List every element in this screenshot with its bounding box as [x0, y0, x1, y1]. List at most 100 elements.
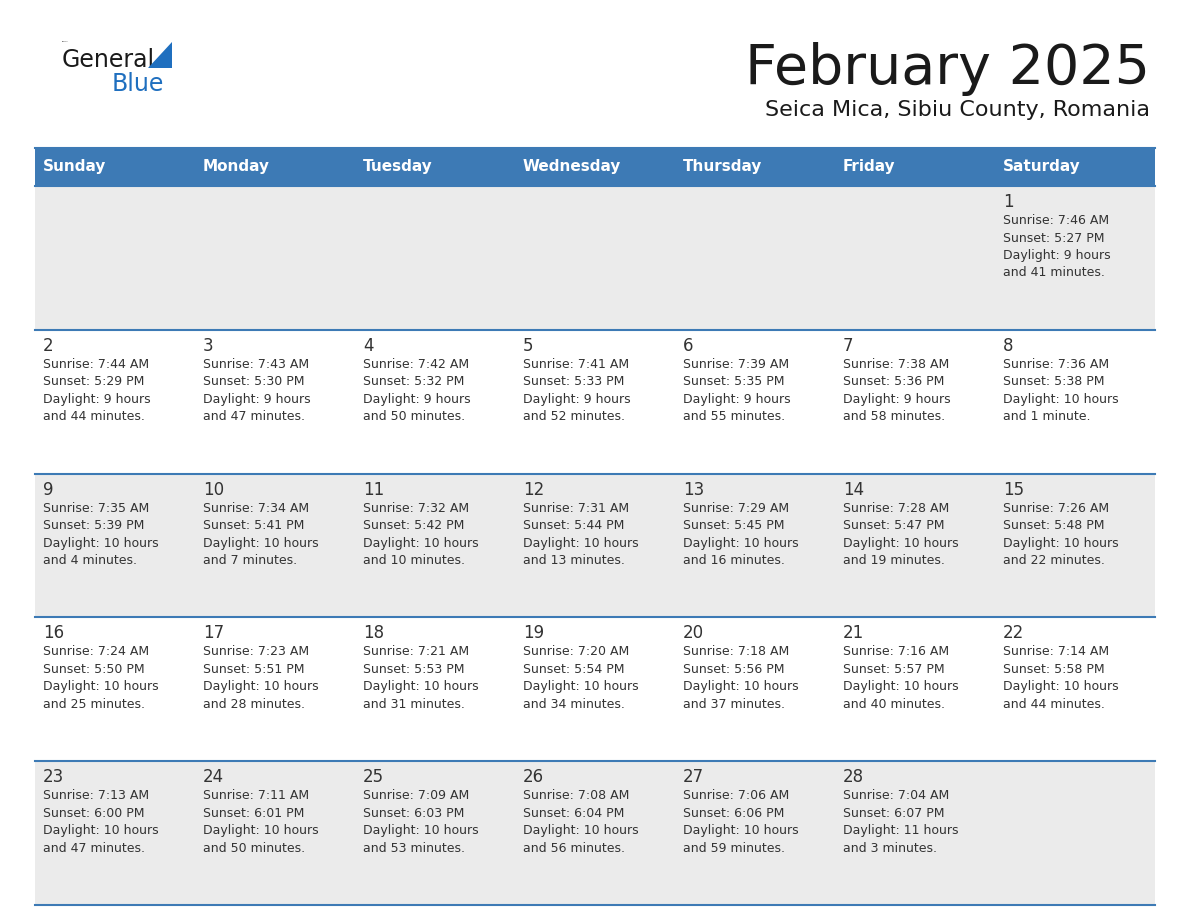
Text: Daylight: 10 hours: Daylight: 10 hours	[43, 680, 159, 693]
Bar	[516, 186, 675, 330]
Text: 19: 19	[523, 624, 544, 643]
Text: and 59 minutes.: and 59 minutes.	[683, 842, 785, 855]
Text: Daylight: 10 hours: Daylight: 10 hours	[364, 824, 479, 837]
Text: Daylight: 10 hours: Daylight: 10 hours	[203, 680, 318, 693]
Text: and 58 minutes.: and 58 minutes.	[843, 410, 946, 423]
Text: Daylight: 9 hours: Daylight: 9 hours	[1003, 249, 1111, 262]
Text: Daylight: 9 hours: Daylight: 9 hours	[843, 393, 950, 406]
Text: and 25 minutes.: and 25 minutes.	[43, 698, 145, 711]
Text: Sunset: 5:51 PM: Sunset: 5:51 PM	[203, 663, 304, 676]
Text: 11: 11	[364, 481, 384, 498]
Text: Sunset: 5:38 PM: Sunset: 5:38 PM	[1003, 375, 1105, 388]
Bar	[355, 330, 516, 474]
Text: and 52 minutes.: and 52 minutes.	[523, 410, 625, 423]
Text: Sunset: 5:54 PM: Sunset: 5:54 PM	[523, 663, 625, 676]
Bar	[835, 474, 996, 618]
Text: Sunset: 5:30 PM: Sunset: 5:30 PM	[203, 375, 304, 388]
Bar	[34, 330, 195, 474]
Text: 12: 12	[523, 481, 544, 498]
Bar	[996, 186, 1155, 330]
Text: 15: 15	[1003, 481, 1024, 498]
Text: Daylight: 10 hours: Daylight: 10 hours	[43, 537, 159, 550]
Text: Sunrise: 7:21 AM: Sunrise: 7:21 AM	[364, 645, 469, 658]
Text: Sunset: 5:33 PM: Sunset: 5:33 PM	[523, 375, 625, 388]
Text: Daylight: 10 hours: Daylight: 10 hours	[523, 537, 639, 550]
Text: Sunset: 6:00 PM: Sunset: 6:00 PM	[43, 807, 145, 820]
Text: Sunset: 5:32 PM: Sunset: 5:32 PM	[364, 375, 465, 388]
Text: and 50 minutes.: and 50 minutes.	[203, 842, 305, 855]
Text: Sunrise: 7:16 AM: Sunrise: 7:16 AM	[843, 645, 949, 658]
Text: Sunrise: 7:34 AM: Sunrise: 7:34 AM	[203, 501, 309, 515]
Bar	[675, 761, 835, 905]
Text: Daylight: 10 hours: Daylight: 10 hours	[1003, 393, 1119, 406]
Text: and 3 minutes.: and 3 minutes.	[843, 842, 937, 855]
Text: and 4 minutes.: and 4 minutes.	[43, 554, 137, 567]
Bar	[355, 186, 516, 330]
Text: 14: 14	[843, 481, 864, 498]
Text: Sunrise: 7:04 AM: Sunrise: 7:04 AM	[843, 789, 949, 802]
Bar	[355, 761, 516, 905]
Bar	[516, 618, 675, 761]
Text: Sunrise: 7:06 AM: Sunrise: 7:06 AM	[683, 789, 789, 802]
Bar	[996, 148, 1155, 186]
Text: Daylight: 11 hours: Daylight: 11 hours	[843, 824, 959, 837]
Bar	[34, 148, 195, 186]
Text: Tuesday: Tuesday	[364, 160, 432, 174]
Text: Sunset: 5:56 PM: Sunset: 5:56 PM	[683, 663, 784, 676]
Bar	[675, 330, 835, 474]
Text: and 19 minutes.: and 19 minutes.	[843, 554, 944, 567]
Text: Sunset: 5:44 PM: Sunset: 5:44 PM	[523, 519, 625, 532]
Bar	[516, 148, 675, 186]
Text: Wednesday: Wednesday	[523, 160, 621, 174]
Text: 25: 25	[364, 768, 384, 786]
Text: 1: 1	[1003, 193, 1013, 211]
Text: Daylight: 10 hours: Daylight: 10 hours	[843, 537, 959, 550]
Text: Sunset: 5:35 PM: Sunset: 5:35 PM	[683, 375, 784, 388]
Text: 9: 9	[43, 481, 53, 498]
Text: Daylight: 9 hours: Daylight: 9 hours	[364, 393, 470, 406]
Bar	[195, 618, 355, 761]
Text: Sunset: 5:50 PM: Sunset: 5:50 PM	[43, 663, 145, 676]
Text: Daylight: 10 hours: Daylight: 10 hours	[683, 537, 798, 550]
Text: Sunrise: 7:43 AM: Sunrise: 7:43 AM	[203, 358, 309, 371]
Text: and 31 minutes.: and 31 minutes.	[364, 698, 465, 711]
Text: 21: 21	[843, 624, 864, 643]
Text: Sunset: 5:27 PM: Sunset: 5:27 PM	[1003, 231, 1105, 244]
Text: and 41 minutes.: and 41 minutes.	[1003, 266, 1105, 279]
Text: 17: 17	[203, 624, 225, 643]
Text: Sunrise: 7:11 AM: Sunrise: 7:11 AM	[203, 789, 309, 802]
Text: Sunrise: 7:29 AM: Sunrise: 7:29 AM	[683, 501, 789, 515]
Text: Sunset: 5:42 PM: Sunset: 5:42 PM	[364, 519, 465, 532]
Text: Sunset: 5:29 PM: Sunset: 5:29 PM	[43, 375, 145, 388]
Text: Blue: Blue	[112, 72, 164, 96]
Text: Sunset: 5:41 PM: Sunset: 5:41 PM	[203, 519, 304, 532]
Bar	[516, 474, 675, 618]
Text: Daylight: 10 hours: Daylight: 10 hours	[203, 824, 318, 837]
Text: 28: 28	[843, 768, 864, 786]
Text: and 10 minutes.: and 10 minutes.	[364, 554, 465, 567]
Bar	[516, 761, 675, 905]
Text: 23: 23	[43, 768, 64, 786]
Text: 13: 13	[683, 481, 704, 498]
Text: Daylight: 9 hours: Daylight: 9 hours	[683, 393, 791, 406]
Text: 26: 26	[523, 768, 544, 786]
Text: Sunrise: 7:35 AM: Sunrise: 7:35 AM	[43, 501, 150, 515]
Bar	[675, 148, 835, 186]
Bar	[835, 330, 996, 474]
Text: Sunrise: 7:18 AM: Sunrise: 7:18 AM	[683, 645, 789, 658]
Text: Friday: Friday	[843, 160, 896, 174]
Text: Sunset: 5:58 PM: Sunset: 5:58 PM	[1003, 663, 1105, 676]
Text: and 50 minutes.: and 50 minutes.	[364, 410, 466, 423]
Text: Sunset: 6:04 PM: Sunset: 6:04 PM	[523, 807, 625, 820]
Bar	[195, 186, 355, 330]
Text: Sunrise: 7:39 AM: Sunrise: 7:39 AM	[683, 358, 789, 371]
Text: and 47 minutes.: and 47 minutes.	[203, 410, 305, 423]
Text: and 37 minutes.: and 37 minutes.	[683, 698, 785, 711]
Bar	[996, 618, 1155, 761]
Text: and 56 minutes.: and 56 minutes.	[523, 842, 625, 855]
Text: Daylight: 10 hours: Daylight: 10 hours	[1003, 680, 1119, 693]
Text: Sunrise: 7:32 AM: Sunrise: 7:32 AM	[364, 501, 469, 515]
Polygon shape	[148, 42, 172, 68]
Text: Daylight: 10 hours: Daylight: 10 hours	[523, 824, 639, 837]
Text: 6: 6	[683, 337, 694, 354]
